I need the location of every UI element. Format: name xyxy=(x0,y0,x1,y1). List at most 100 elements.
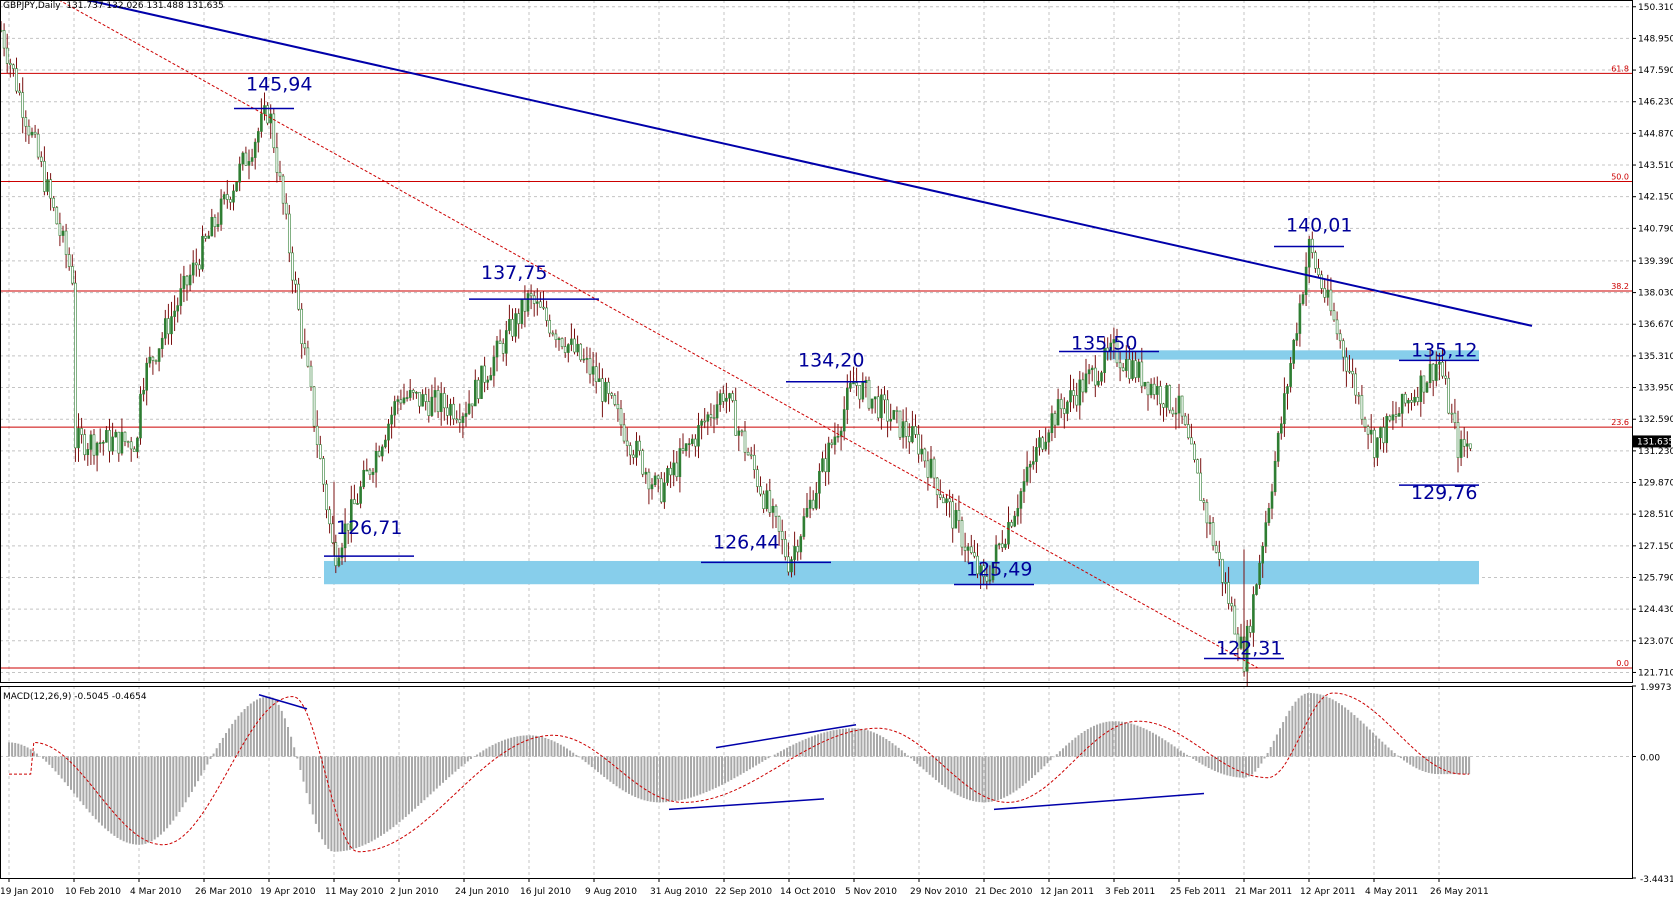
candle-body xyxy=(1373,429,1376,458)
candle-body xyxy=(1292,339,1295,364)
candle-body xyxy=(715,404,719,419)
candle-body xyxy=(1156,386,1159,395)
candle-body xyxy=(703,420,707,423)
candle-body xyxy=(1276,432,1280,462)
candle-body xyxy=(1016,508,1020,517)
candle-body xyxy=(582,358,586,361)
candle-body xyxy=(1351,371,1354,375)
candle-body xyxy=(1081,379,1085,393)
candle-body xyxy=(824,458,827,473)
candle-body xyxy=(929,458,933,478)
candle-body xyxy=(948,498,951,503)
candle-body xyxy=(1094,367,1097,386)
x-tick-label: 26 Mar 2010 xyxy=(195,887,252,897)
macd-panel xyxy=(0,692,1632,853)
candle-body xyxy=(687,443,691,445)
y-tick-label: 133.950 xyxy=(1638,384,1673,394)
candle-body xyxy=(362,469,366,488)
candle-body xyxy=(315,425,319,445)
candle-body xyxy=(483,365,486,383)
candle-body xyxy=(774,505,778,517)
candle-body xyxy=(185,275,189,286)
candle-body xyxy=(222,194,226,200)
x-tick-label: 2 Jun 2010 xyxy=(390,887,439,897)
candle-body xyxy=(1357,394,1361,397)
candle-body xyxy=(542,306,545,309)
candle-body xyxy=(1193,443,1196,460)
candle-body xyxy=(421,394,424,407)
candle-body xyxy=(808,499,812,509)
price-level-label: 135,50 xyxy=(1071,332,1137,354)
candle-body xyxy=(833,436,837,445)
candle-body xyxy=(263,105,266,115)
price-level-label: 134,20 xyxy=(798,350,864,372)
candle-body xyxy=(39,156,43,162)
candle-body xyxy=(1376,437,1379,458)
candle-body xyxy=(408,389,412,398)
candle-body xyxy=(1258,562,1261,585)
x-tick-label: 3 Feb 2011 xyxy=(1105,887,1155,897)
candle-body xyxy=(1137,361,1140,378)
candle-body xyxy=(855,382,858,386)
candle-body xyxy=(154,360,158,362)
trend-lines xyxy=(58,0,1533,669)
candle-body xyxy=(55,207,59,225)
candle-body xyxy=(985,576,989,582)
candle-body xyxy=(914,426,917,435)
candle-body xyxy=(520,298,524,324)
candle-body xyxy=(579,343,583,361)
candle-body xyxy=(18,90,21,93)
candle-body xyxy=(725,397,728,402)
support-zone xyxy=(324,560,1479,585)
candle-body xyxy=(253,141,257,158)
macd-divergence-line xyxy=(993,792,1205,811)
candle-body xyxy=(1000,543,1004,548)
fibonacci-levels: 61.8 50.0 38.2 23.6 0.0 xyxy=(0,64,1632,669)
candle-body xyxy=(312,386,316,427)
candle-body xyxy=(9,63,12,66)
candle-body xyxy=(489,375,493,381)
candle-body xyxy=(318,444,322,459)
candle-body xyxy=(256,131,260,143)
candle-body xyxy=(1053,413,1057,426)
y-tick-label: 135.310 xyxy=(1638,352,1673,362)
candle-body xyxy=(1407,399,1410,404)
candle-body xyxy=(446,407,449,416)
candle-body xyxy=(1267,508,1271,523)
x-tick-label: 4 Mar 2010 xyxy=(130,887,182,897)
candle-body xyxy=(387,423,390,441)
candle-body xyxy=(1038,437,1041,448)
candle-body xyxy=(892,410,896,420)
candle-body xyxy=(802,516,806,537)
candle-body xyxy=(1270,491,1274,509)
candle-body xyxy=(1444,375,1447,379)
candle-body xyxy=(957,510,961,521)
candle-body xyxy=(1205,502,1209,524)
candle-body xyxy=(129,441,133,450)
x-tick-label: 4 May 2011 xyxy=(1365,887,1418,897)
candle-body xyxy=(697,425,700,447)
candle-body xyxy=(1385,416,1388,444)
candle-body xyxy=(43,161,46,192)
x-tick-label: 9 Aug 2010 xyxy=(585,887,637,897)
candle-body xyxy=(1298,303,1302,334)
candle-body xyxy=(384,439,387,448)
y-tick-label: 124.430 xyxy=(1638,605,1673,615)
candle-body xyxy=(1283,393,1286,425)
y-tick-label: 142.150 xyxy=(1638,193,1673,203)
candle-body xyxy=(1025,466,1029,482)
candle-body xyxy=(638,440,641,451)
candle-body xyxy=(418,391,421,407)
candle-body xyxy=(191,262,195,276)
candle-body xyxy=(1152,383,1156,395)
candle-body xyxy=(1162,403,1165,408)
candle-body xyxy=(1044,441,1047,450)
candle-body xyxy=(461,416,465,423)
candle-body xyxy=(625,440,629,446)
candle-body xyxy=(1090,367,1094,371)
x-tick-label: 14 Oct 2010 xyxy=(780,887,836,897)
candle-body xyxy=(1035,447,1038,462)
candle-body xyxy=(994,544,998,563)
candle-body xyxy=(1165,385,1168,408)
